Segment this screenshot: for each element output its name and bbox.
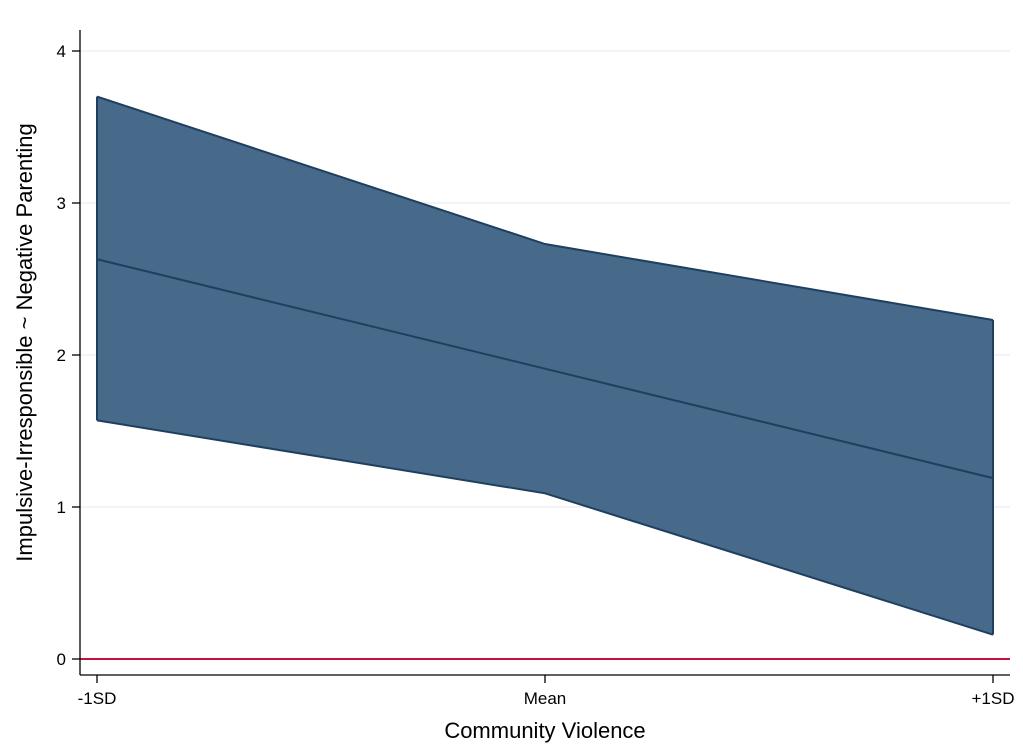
confidence-band-layer xyxy=(80,95,1010,660)
ci-upper-line xyxy=(96,95,994,322)
estimate-line xyxy=(96,258,994,480)
y-axis-title: Impulsive-Irresponsible ~ Negative Paren… xyxy=(12,123,37,561)
y-tick-label-1: 1 xyxy=(57,498,66,517)
y-tick-label-2: 2 xyxy=(57,346,66,365)
y-tick-label-4: 4 xyxy=(57,42,66,61)
x-tick-label-0: -1SD xyxy=(78,689,117,708)
confidence-band xyxy=(97,96,993,635)
x-tick-label-2: +1SD xyxy=(972,689,1015,708)
y-tick-label-0: 0 xyxy=(57,650,66,669)
ci-lower-line xyxy=(96,419,994,636)
axes: 0 1 2 3 4 -1SD Mean +1SD xyxy=(57,30,1015,708)
y-tick-label-3: 3 xyxy=(57,194,66,213)
x-axis-title: Community Violence xyxy=(444,718,645,743)
x-tick-label-1: Mean xyxy=(524,689,567,708)
